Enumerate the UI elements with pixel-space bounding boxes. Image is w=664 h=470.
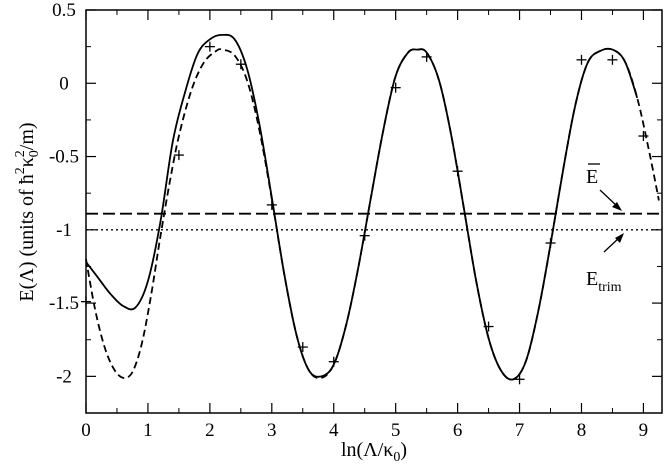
- ebar-annotation: E: [586, 163, 622, 211]
- x-tick-labels: 0 1 2 3 4 5 6 7 8 9: [81, 420, 648, 441]
- reference-lines: [86, 212, 662, 231]
- cross-marker: [173, 150, 184, 161]
- y-tick-label: 0.5: [52, 0, 76, 21]
- ebar-arrowhead: [612, 202, 622, 211]
- x-tick-label: 1: [143, 420, 153, 441]
- x-tick-label: 2: [205, 420, 215, 441]
- x-tick-label: 8: [577, 420, 587, 441]
- cross-marker: [235, 59, 246, 70]
- cross-marker: [297, 342, 308, 353]
- cross-marker: [576, 54, 587, 65]
- ebar-label: E: [586, 166, 598, 188]
- y-tick-label: -1.5: [49, 293, 79, 314]
- x-tick-label: 7: [515, 420, 525, 441]
- y-tick-label: -0.5: [49, 147, 79, 168]
- cross-marker: [483, 321, 494, 332]
- plot-frame: [85, 9, 663, 414]
- axis-ticks: [85, 9, 662, 413]
- etrim-label: Etrim: [586, 268, 622, 295]
- x-axis-title: ln(Λ/κ0): [341, 439, 407, 465]
- cross-marker: [328, 356, 339, 367]
- cross-marker: [266, 199, 277, 210]
- cross-marker: [638, 131, 649, 142]
- x-tick-label: 4: [329, 420, 339, 441]
- series-group: [85, 33, 660, 381]
- dashed-series-line: [85, 47, 660, 381]
- etrim-arrowhead: [615, 233, 624, 243]
- cross-marker: [545, 238, 556, 249]
- cross-marker: [204, 41, 215, 52]
- cross-marker: [81, 296, 91, 307]
- cross-marker: [514, 374, 525, 385]
- x-tick-label: 9: [639, 420, 649, 441]
- x-tick-label: 3: [267, 420, 277, 441]
- x-tick-label: 5: [391, 420, 401, 441]
- cross-marker: [359, 230, 370, 241]
- cross-marker: [390, 82, 401, 93]
- y-tick-label: 0: [59, 73, 69, 94]
- etrim-annotation: Etrim: [586, 233, 624, 295]
- cross-marker: [421, 51, 432, 62]
- y-tick-label: -2: [56, 366, 72, 387]
- y-tick-labels: 0.5 0 -0.5 -1 -1.5 -2: [49, 0, 79, 387]
- y-tick-label: -1: [56, 220, 72, 241]
- x-tick-label: 6: [453, 420, 463, 441]
- x-tick-label: 0: [81, 420, 91, 441]
- cross-markers: [81, 41, 649, 385]
- cross-marker: [607, 54, 618, 65]
- solid-series-line: [85, 33, 639, 381]
- cross-marker: [452, 166, 463, 177]
- y-axis-title: E(Λ) (units of ħ2κ02/m): [13, 122, 42, 301]
